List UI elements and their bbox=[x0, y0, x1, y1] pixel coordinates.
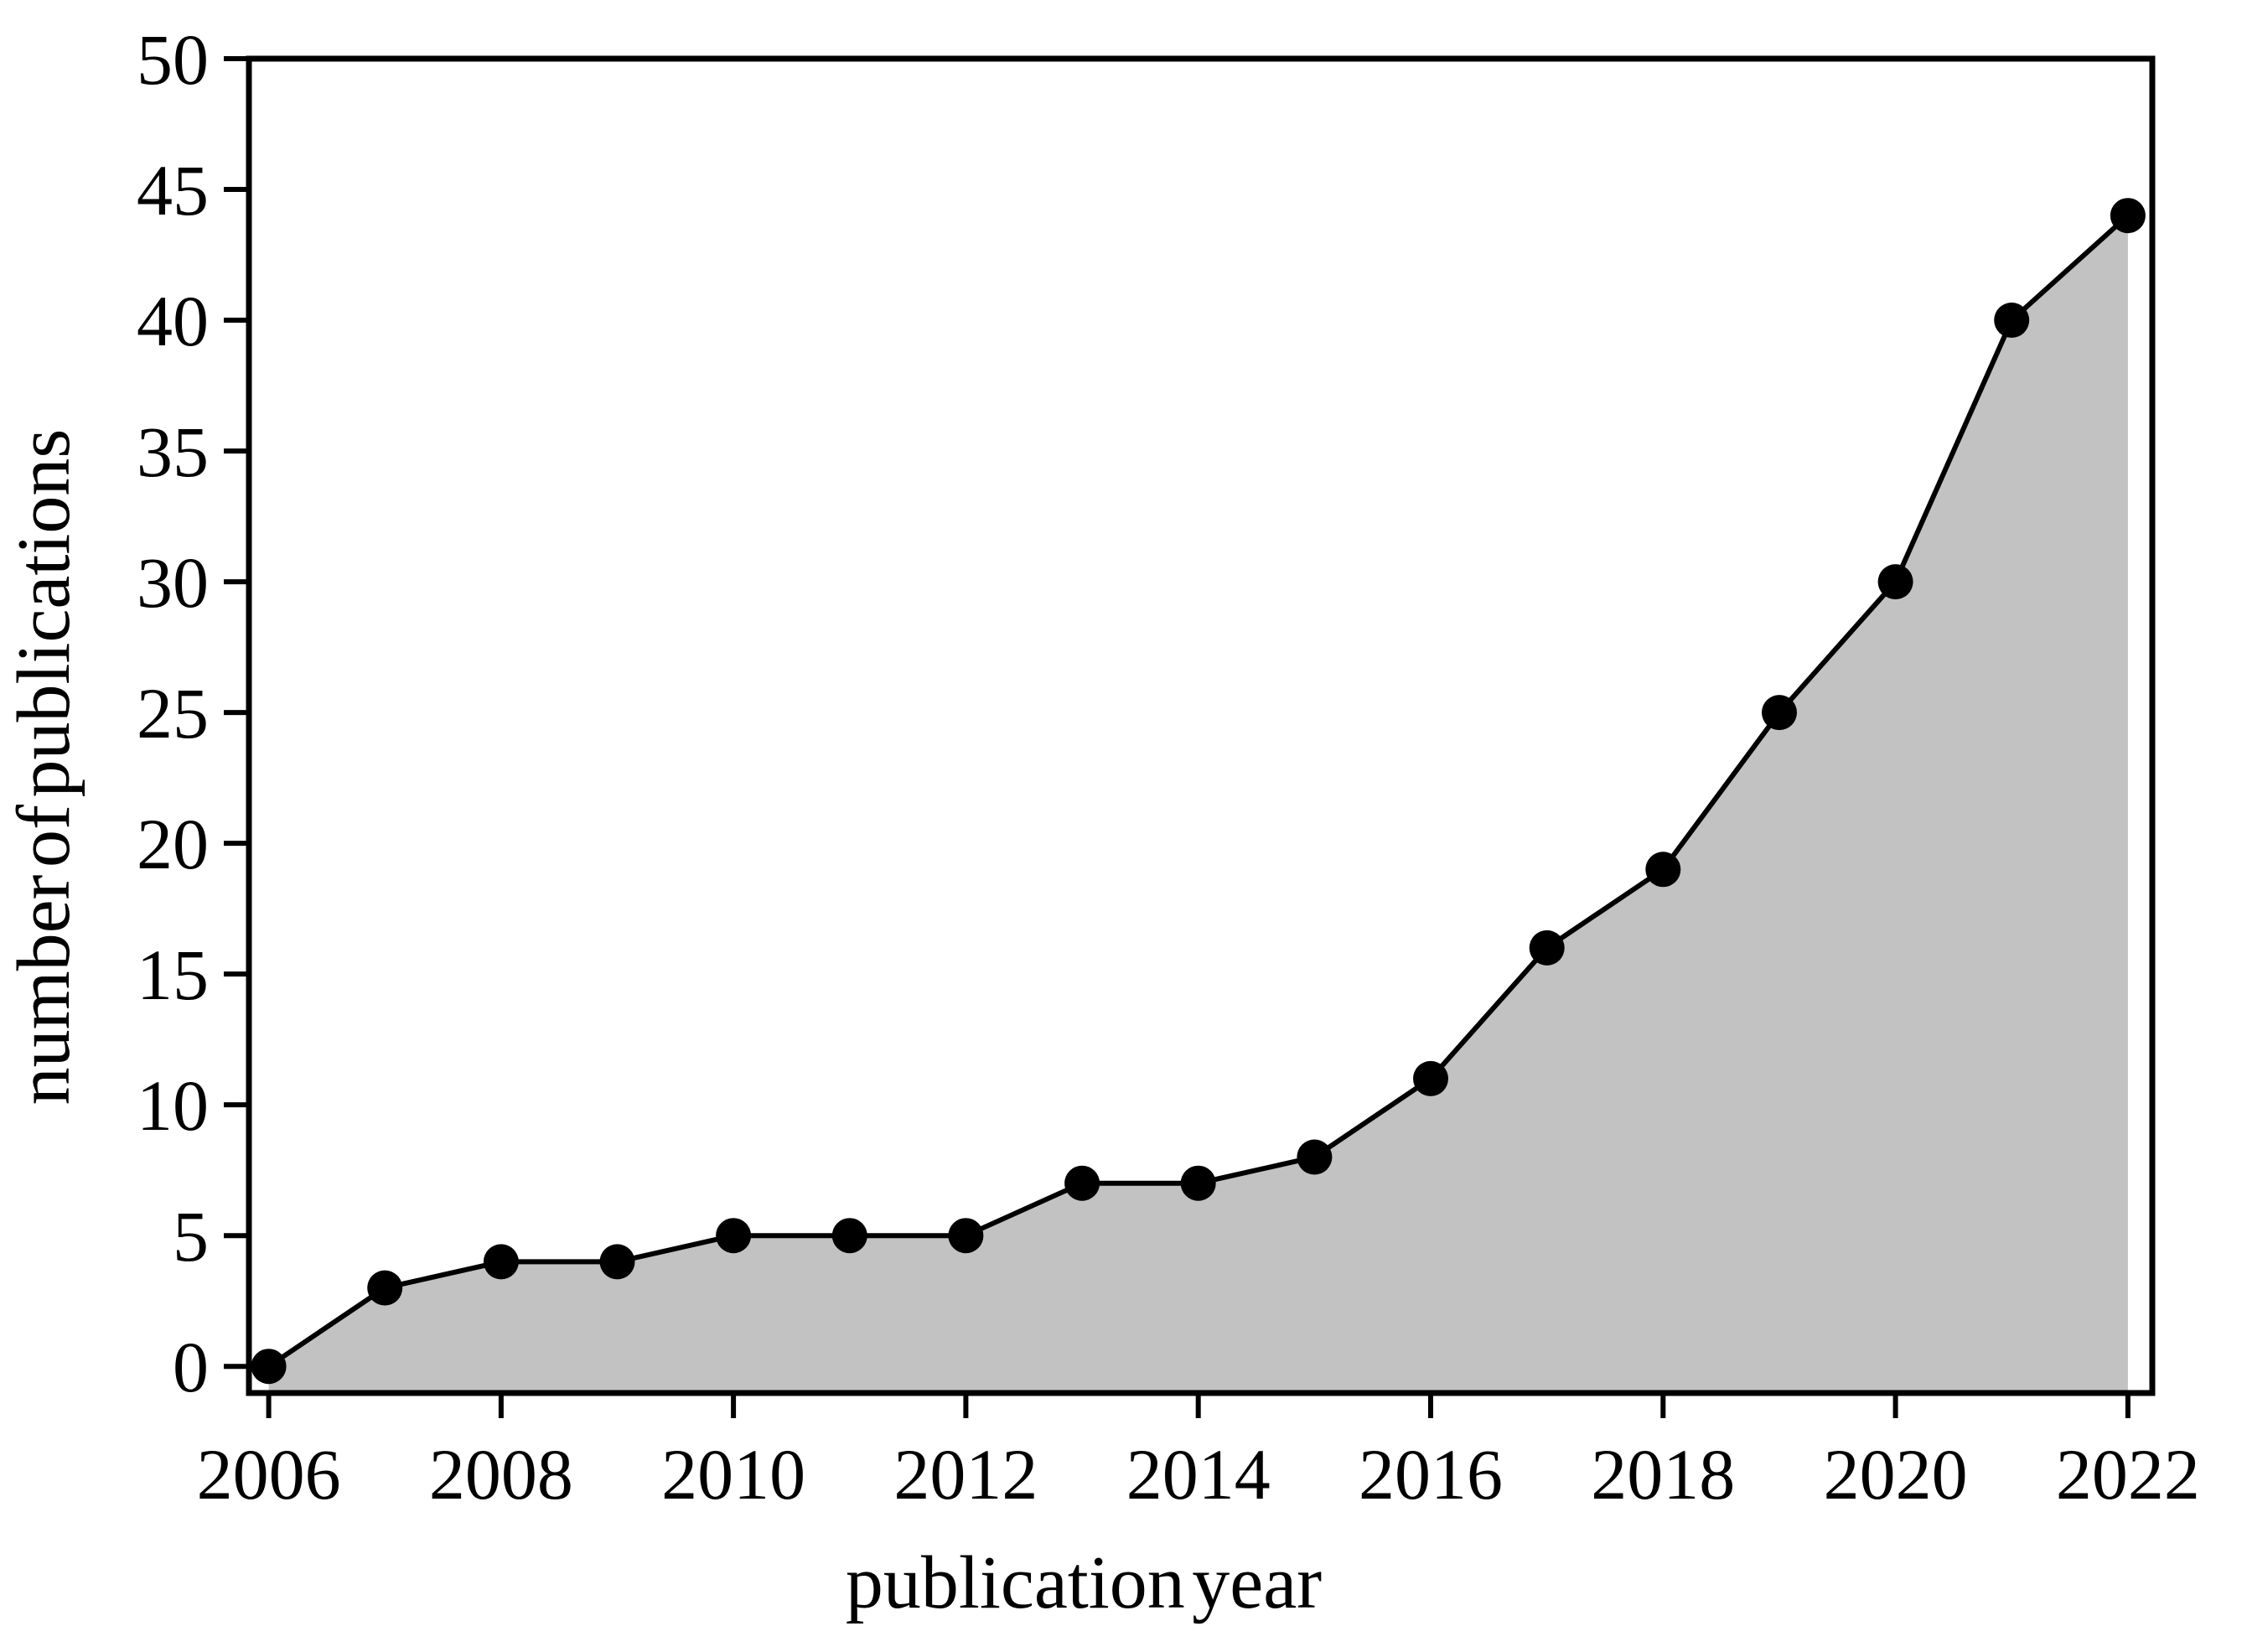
data-point-markers bbox=[251, 198, 2146, 1385]
data-point-2017 bbox=[1529, 930, 1565, 966]
y-tick-label-35: 35 bbox=[137, 412, 209, 492]
data-point-2020 bbox=[1877, 564, 1913, 600]
y-axis-tick-labels: 0 5 10 15 20 25 30 35 40 45 50 bbox=[137, 19, 209, 1407]
data-point-2015 bbox=[1297, 1139, 1333, 1175]
y-tick-label-30: 30 bbox=[137, 542, 209, 623]
data-point-2007 bbox=[367, 1270, 403, 1306]
x-axis-tick-labels: 2006 2008 2010 2012 2014 2016 2018 2020 2022 bbox=[197, 1434, 2200, 1515]
y-axis-ticks bbox=[224, 56, 249, 1370]
data-point-2012 bbox=[948, 1218, 984, 1254]
y-tick-label-10: 10 bbox=[137, 1065, 209, 1146]
data-point-2019 bbox=[1762, 695, 1797, 731]
x-tick-label-2012: 2012 bbox=[893, 1434, 1038, 1515]
y-tick-label-5: 5 bbox=[173, 1196, 209, 1277]
x-tick-label-2014: 2014 bbox=[1126, 1434, 1271, 1515]
data-point-2006 bbox=[251, 1349, 287, 1385]
y-tick-label-25: 25 bbox=[137, 673, 209, 753]
x-axis-ticks bbox=[266, 1393, 2131, 1418]
y-tick-label-0: 0 bbox=[173, 1327, 209, 1407]
data-point-2022 bbox=[2110, 198, 2146, 234]
data-point-2008 bbox=[483, 1244, 519, 1280]
x-tick-label-2008: 2008 bbox=[429, 1434, 573, 1515]
plot-area: 0 5 10 15 20 25 30 35 40 45 50 2006 2008 2010 2012 201… bbox=[137, 19, 2200, 1515]
data-point-2013 bbox=[1064, 1165, 1100, 1201]
data-point-2016 bbox=[1413, 1060, 1448, 1096]
x-tick-label-2018: 2018 bbox=[1591, 1434, 1735, 1515]
y-tick-label-45: 45 bbox=[137, 150, 209, 230]
x-tick-label-2022: 2022 bbox=[2056, 1434, 2200, 1515]
area-fill bbox=[268, 215, 2128, 1394]
x-tick-label-2010: 2010 bbox=[661, 1434, 805, 1515]
y-tick-label-40: 40 bbox=[137, 281, 209, 361]
x-axis-title: publication year bbox=[846, 1541, 1322, 1624]
data-point-2018 bbox=[1645, 852, 1681, 888]
y-tick-label-50: 50 bbox=[137, 19, 209, 100]
data-point-2014 bbox=[1180, 1165, 1216, 1201]
y-tick-label-15: 15 bbox=[137, 935, 209, 1015]
y-axis-title: number of publications bbox=[3, 429, 85, 1106]
data-point-2011 bbox=[831, 1218, 867, 1254]
x-tick-label-2016: 2016 bbox=[1359, 1434, 1503, 1515]
y-tick-label-20: 20 bbox=[137, 804, 209, 884]
data-point-2009 bbox=[599, 1244, 635, 1280]
x-tick-label-2020: 2020 bbox=[1824, 1434, 1968, 1515]
x-tick-label-2006: 2006 bbox=[197, 1434, 341, 1515]
data-point-2010 bbox=[716, 1218, 752, 1254]
data-point-2021 bbox=[1994, 303, 2030, 338]
